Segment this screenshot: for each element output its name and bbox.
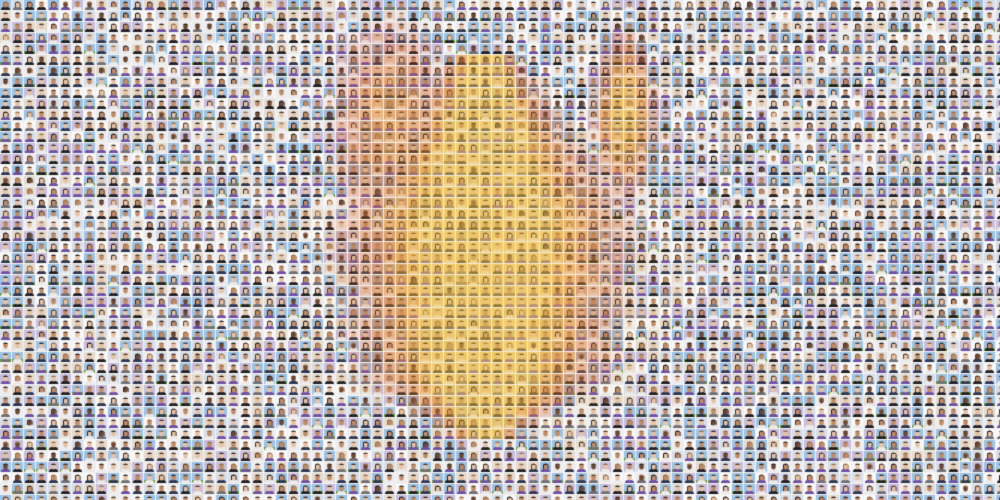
photo-mosaic xyxy=(0,0,1000,500)
mosaic-canvas xyxy=(0,0,1000,500)
